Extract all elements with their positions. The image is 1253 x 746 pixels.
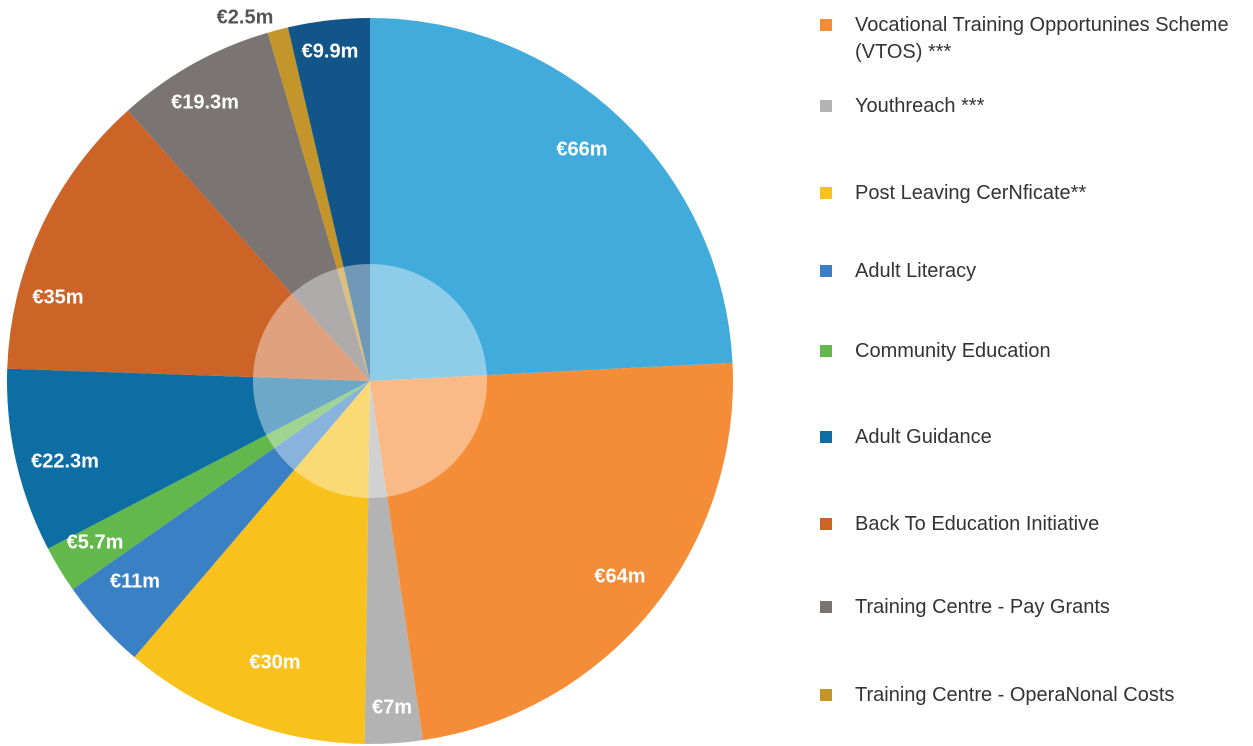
data-label: €22.3m bbox=[31, 450, 99, 472]
legend-swatch bbox=[820, 601, 832, 613]
legend-item: Back To Education Initiative bbox=[820, 511, 1240, 538]
legend-item: Adult Literacy bbox=[820, 258, 1240, 285]
legend-label: Training Centre - Pay Grants bbox=[855, 596, 1110, 618]
pie-slice bbox=[72, 381, 370, 658]
legend-item: Training Centre - OperaNonal Costs bbox=[820, 682, 1240, 709]
legend-swatch bbox=[820, 19, 832, 31]
legend-label: Youthreach *** bbox=[855, 95, 985, 117]
legend-label: Vocational Training Opportunines Scheme … bbox=[855, 14, 1229, 63]
pie-slice bbox=[370, 362, 733, 741]
center-highlight bbox=[253, 264, 487, 498]
legend-swatch bbox=[820, 689, 832, 701]
data-label: €11m bbox=[110, 570, 160, 592]
pie-slice bbox=[134, 381, 370, 744]
legend-item: Youthreach *** bbox=[820, 93, 1240, 120]
pie-slice bbox=[364, 381, 423, 744]
data-label: €19.3m bbox=[171, 91, 239, 113]
legend-label: Adult Guidance bbox=[855, 426, 992, 448]
legend-item: Adult Guidance bbox=[820, 424, 1240, 451]
legend-swatch bbox=[820, 187, 832, 199]
pie-slice bbox=[267, 27, 370, 381]
pie-slice bbox=[7, 110, 371, 381]
pie-slice bbox=[287, 18, 370, 381]
legend-swatch bbox=[820, 518, 832, 530]
data-label: €2.5m bbox=[217, 6, 274, 28]
legend-label: Back To Education Initiative bbox=[855, 513, 1100, 535]
pie-slice bbox=[47, 381, 370, 590]
pie-chart: €66m €64m €7m €30m €11m €5.7m €22.3m €35m €19.3m… bbox=[6, 6, 733, 744]
legend-swatch bbox=[820, 100, 832, 112]
legend-swatch bbox=[820, 265, 832, 277]
legend-label: Training Centre - OperaNonal Costs bbox=[855, 684, 1175, 706]
legend-label: Adult Literacy bbox=[855, 260, 977, 282]
data-label: €66m bbox=[556, 138, 607, 160]
data-label: €35m bbox=[32, 286, 83, 308]
legend-label: Community Education bbox=[855, 340, 1051, 362]
legend-item: Post Leaving CerNficate** bbox=[820, 180, 1240, 207]
legend-item: Vocational Training Opportunines Scheme … bbox=[820, 12, 1240, 66]
pie-slice bbox=[6, 368, 370, 549]
data-label: €5.7m bbox=[67, 531, 124, 553]
data-label: €9.9m bbox=[302, 40, 359, 62]
pie-slice bbox=[127, 32, 370, 382]
legend-swatch bbox=[820, 345, 832, 357]
data-label: €64m bbox=[594, 565, 645, 587]
legend-swatch bbox=[820, 431, 832, 443]
data-label: €7m bbox=[372, 696, 412, 718]
legend-item: Training Centre - Pay Grants bbox=[820, 594, 1240, 621]
legend-item: Community Education bbox=[820, 338, 1240, 365]
legend-label: Post Leaving CerNficate** bbox=[855, 182, 1087, 204]
pie-slice bbox=[370, 18, 733, 381]
data-label: €30m bbox=[249, 651, 300, 673]
